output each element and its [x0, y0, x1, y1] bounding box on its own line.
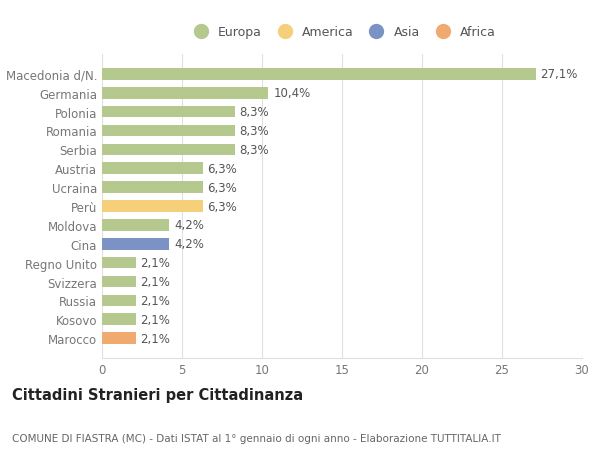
- Text: 2,1%: 2,1%: [140, 313, 170, 326]
- Bar: [102, 106, 235, 118]
- Text: 4,2%: 4,2%: [174, 238, 204, 251]
- Text: Cittadini Stranieri per Cittadinanza: Cittadini Stranieri per Cittadinanza: [12, 387, 303, 403]
- Bar: [102, 144, 235, 156]
- Text: 2,1%: 2,1%: [140, 275, 170, 288]
- Text: 2,1%: 2,1%: [140, 332, 170, 345]
- Bar: [102, 125, 235, 137]
- Text: 8,3%: 8,3%: [239, 144, 269, 157]
- Text: 4,2%: 4,2%: [174, 219, 204, 232]
- Bar: [102, 238, 169, 250]
- Bar: [102, 219, 169, 231]
- Text: COMUNE DI FIASTRA (MC) - Dati ISTAT al 1° gennaio di ogni anno - Elaborazione TU: COMUNE DI FIASTRA (MC) - Dati ISTAT al 1…: [12, 433, 501, 442]
- Text: 27,1%: 27,1%: [541, 68, 578, 81]
- Bar: [102, 69, 536, 80]
- Bar: [102, 88, 268, 99]
- Text: 6,3%: 6,3%: [208, 162, 238, 175]
- Text: 6,3%: 6,3%: [208, 200, 238, 213]
- Bar: [102, 314, 136, 325]
- Bar: [102, 163, 203, 175]
- Bar: [102, 276, 136, 288]
- Legend: Europa, America, Asia, Africa: Europa, America, Asia, Africa: [184, 22, 500, 42]
- Text: 8,3%: 8,3%: [239, 106, 269, 119]
- Bar: [102, 333, 136, 344]
- Bar: [102, 182, 203, 194]
- Text: 2,1%: 2,1%: [140, 294, 170, 307]
- Bar: [102, 295, 136, 307]
- Bar: [102, 257, 136, 269]
- Bar: [102, 201, 203, 213]
- Text: 2,1%: 2,1%: [140, 257, 170, 269]
- Text: 6,3%: 6,3%: [208, 181, 238, 194]
- Text: 8,3%: 8,3%: [239, 125, 269, 138]
- Text: 10,4%: 10,4%: [273, 87, 310, 100]
